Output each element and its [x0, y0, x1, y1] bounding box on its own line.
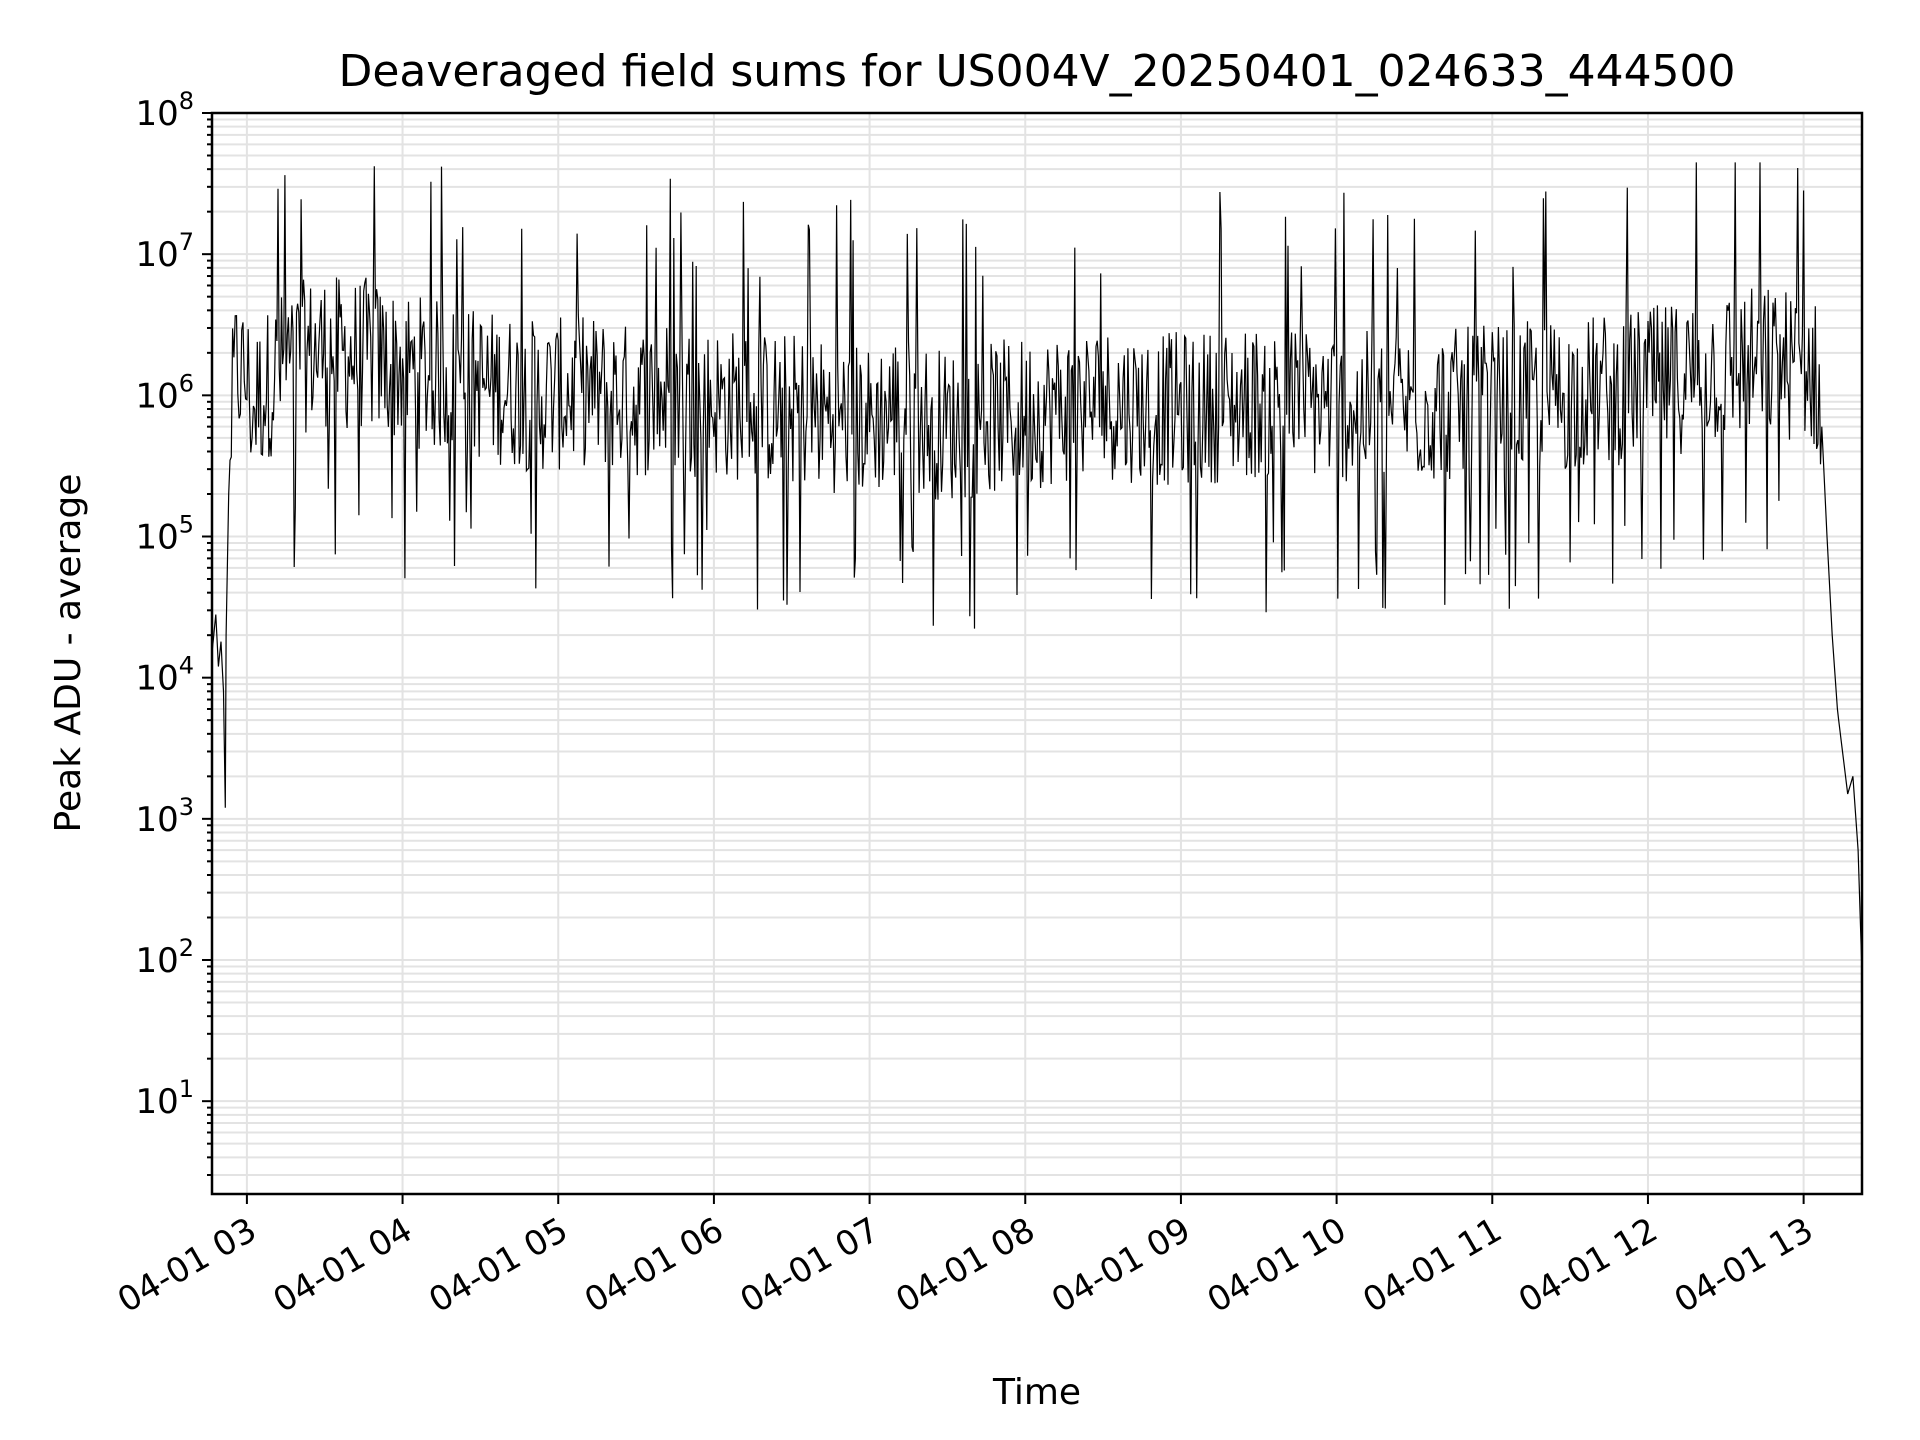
y-tick-base: 10 — [135, 235, 178, 275]
x-tick-label: 04-01 10 — [1201, 1210, 1353, 1321]
y-tick-label: 104 — [135, 652, 194, 699]
y-tick-label: 103 — [135, 793, 194, 840]
x-axis-label: Time — [992, 1372, 1081, 1413]
y-tick-exponent: 7 — [179, 228, 194, 256]
y-tick-base: 10 — [135, 1082, 178, 1122]
x-tick-label: 04-01 07 — [734, 1210, 886, 1321]
y-tick-base: 10 — [135, 941, 178, 981]
y-tick-base: 10 — [135, 800, 178, 840]
y-tick-exponent: 5 — [179, 511, 194, 539]
plot-frame — [210, 111, 1864, 1196]
y-tick-label: 102 — [135, 934, 194, 981]
y-tick-label: 101 — [135, 1075, 194, 1122]
y-tick-label: 105 — [135, 511, 194, 558]
y-tick-exponent: 1 — [179, 1075, 194, 1103]
x-tick-label: 04-01 04 — [267, 1210, 419, 1321]
x-tick-label: 04-01 13 — [1668, 1210, 1820, 1321]
y-tick-base: 10 — [135, 376, 178, 416]
y-tick-exponent: 2 — [179, 934, 194, 962]
y-tick-label: 107 — [135, 228, 194, 275]
y-tick-exponent: 3 — [179, 793, 194, 821]
y-axis-label: Peak ADU - average — [48, 474, 89, 833]
y-tick-base: 10 — [135, 659, 178, 699]
y-tick-base: 10 — [135, 94, 178, 134]
x-tick-label: 04-01 08 — [889, 1210, 1041, 1321]
chart-title: Deaveraged field sums for US004V_2025040… — [338, 46, 1735, 97]
y-tick-label: 106 — [135, 369, 194, 416]
x-tick-label: 04-01 03 — [111, 1210, 263, 1321]
x-tick-label: 04-01 09 — [1045, 1210, 1197, 1321]
x-tick-label: 04-01 11 — [1356, 1210, 1508, 1321]
series-line — [211, 162, 1863, 974]
y-tick-exponent: 8 — [179, 87, 194, 115]
x-tick-label: 04-01 06 — [578, 1210, 730, 1321]
data-layer — [211, 162, 1863, 974]
y-tick-exponent: 6 — [179, 369, 194, 397]
y-tick-base: 10 — [135, 518, 178, 558]
y-tick-exponent: 4 — [179, 652, 194, 680]
x-tick-label: 04-01 12 — [1512, 1210, 1664, 1321]
x-tick-label: 04-01 05 — [422, 1210, 574, 1321]
y-tick-label: 108 — [135, 87, 194, 134]
grid — [212, 112, 1862, 1194]
